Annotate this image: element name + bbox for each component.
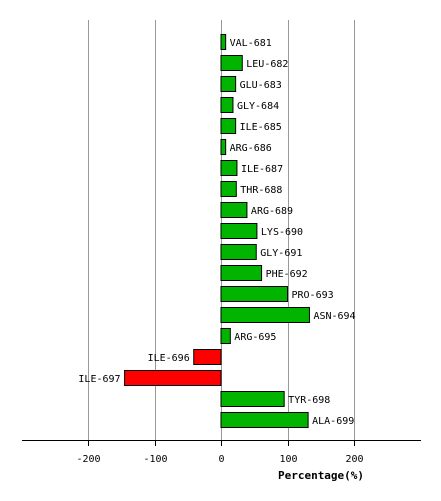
bar-tyr-698	[220, 391, 285, 407]
tick-label-100: 100	[279, 454, 297, 465]
bar-ala-699	[220, 412, 309, 428]
tick-label--200: -200	[76, 454, 100, 465]
bar-label-tyr-698: TYR-698	[288, 395, 330, 406]
bar-thr-688	[220, 181, 237, 197]
bar-arg-695	[220, 328, 231, 344]
bar-ile-697	[124, 370, 222, 386]
bar-leu-682	[220, 55, 243, 71]
bar-label-ile-687: ILE-687	[241, 164, 283, 175]
bar-asn-694	[220, 307, 310, 323]
bar-label-arg-686: ARG-686	[230, 143, 272, 154]
bar-glu-683	[220, 76, 237, 92]
bar-label-pro-693: PRO-693	[292, 290, 334, 301]
bar-label-ala-699: ALA-699	[312, 416, 354, 427]
bar-ile-685	[220, 118, 237, 134]
bar-ile-687	[220, 160, 238, 176]
bars: VAL-681 LEU-682 GLU-683 GLY-684 ILE-685 ARG-6…	[78, 34, 356, 428]
x-axis: -200 -100 0 100 200	[22, 440, 421, 465]
bar-pro-693	[220, 286, 288, 302]
bar-gly-684	[220, 97, 234, 113]
bar-ile-696	[193, 349, 222, 365]
bar-phe-692	[220, 265, 263, 281]
bar-gly-691	[220, 244, 257, 260]
tick-label--100: -100	[143, 454, 167, 465]
bar-label-val-681: VAL-681	[230, 38, 272, 49]
bar-label-lys-690: LYS-690	[261, 227, 303, 238]
bar-val-681	[220, 34, 227, 50]
bar-arg-686	[220, 139, 227, 155]
bar-label-arg-689: ARG-689	[251, 206, 293, 217]
bar-label-gly-684: GLY-684	[237, 101, 279, 112]
bar-label-asn-694: ASN-694	[313, 311, 355, 322]
bar-label-ile-697: ILE-697	[78, 374, 120, 385]
x-axis-title: Percentage(%)	[278, 469, 364, 482]
bar-label-gly-691: GLY-691	[260, 248, 302, 259]
bar-label-glu-683: GLU-683	[240, 80, 282, 91]
bar-arg-689	[220, 202, 248, 218]
bar-label-ile-685: ILE-685	[240, 122, 282, 133]
bar-label-thr-688: THR-688	[240, 185, 282, 196]
bar-lys-690	[220, 223, 258, 239]
bar-label-leu-682: LEU-682	[246, 59, 288, 70]
bar-label-ile-696: ILE-696	[148, 353, 190, 364]
bar-label-phe-692: PHE-692	[266, 269, 308, 280]
bar-label-arg-695: ARG-695	[234, 332, 276, 343]
tick-label-200: 200	[345, 454, 363, 465]
tick-label-0: 0	[218, 454, 224, 465]
